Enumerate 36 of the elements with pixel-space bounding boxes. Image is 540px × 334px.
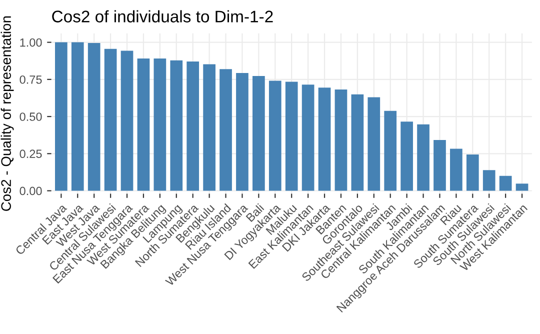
- bar: [55, 42, 68, 191]
- bar: [220, 69, 232, 191]
- bar: [384, 110, 397, 191]
- y-tick-label: 0.75: [20, 75, 42, 84]
- bar: [285, 82, 298, 191]
- y-tick-label: 0.00: [20, 186, 42, 196]
- bar: [434, 140, 446, 191]
- y-axis-title: Cos2 - Quality of representation: [0, 16, 14, 211]
- bar: [318, 88, 331, 191]
- bar: [302, 84, 314, 191]
- bar: [170, 60, 183, 191]
- bar: [203, 64, 216, 191]
- y-tick-label: 1.00: [20, 38, 42, 47]
- chart-title: Cos2 of individuals to Dim-1-2: [52, 10, 273, 22]
- bar: [450, 148, 462, 191]
- bar: [400, 122, 413, 191]
- y-tick-label: 0.25: [20, 150, 42, 158]
- bar: [334, 90, 348, 191]
- bar: [104, 48, 117, 191]
- bar: [516, 184, 528, 191]
- bar: [137, 58, 150, 191]
- y-tick-label: 0.50: [20, 112, 42, 121]
- bar: [466, 154, 479, 191]
- bar: [120, 50, 134, 191]
- bar: [236, 73, 248, 191]
- bar: [252, 76, 265, 191]
- bar: [351, 94, 364, 191]
- bar: [482, 170, 496, 191]
- bar: [154, 58, 166, 191]
- bar: [186, 61, 200, 191]
- bar: [368, 97, 380, 191]
- bar: [88, 43, 100, 191]
- bar: [417, 124, 430, 191]
- bar: [499, 176, 512, 191]
- bar: [268, 80, 282, 191]
- bar: [71, 42, 84, 191]
